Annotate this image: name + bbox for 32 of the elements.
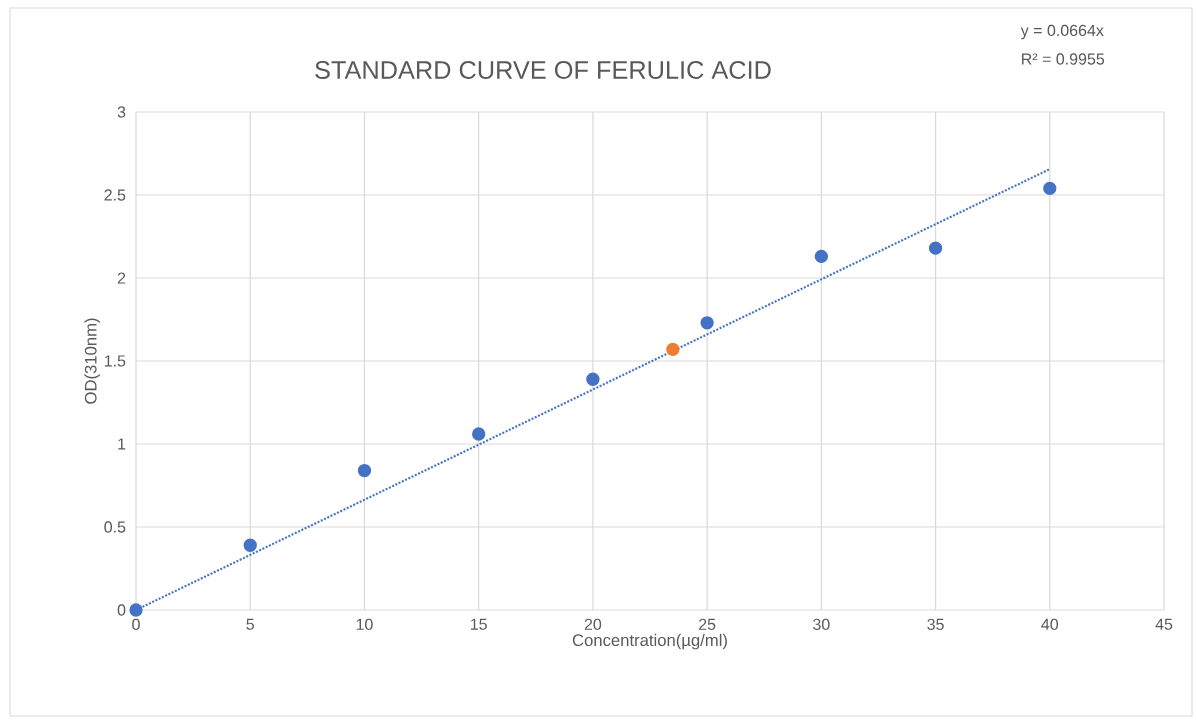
x-axis-title: Concentration(µg/ml) — [572, 633, 727, 650]
point — [586, 372, 600, 386]
y-tick-label: 0.5 — [104, 521, 126, 533]
text: y = 0.0664x — [1020, 24, 1104, 40]
x-tick-label: 30 — [813, 618, 830, 631]
x-tick-label: 5 — [246, 618, 254, 630]
point — [700, 316, 714, 330]
point — [472, 427, 486, 441]
point — [243, 538, 257, 552]
point — [814, 249, 829, 264]
x-tick-label: 40 — [1041, 618, 1059, 631]
y-tick-label: 0 — [117, 604, 126, 616]
point — [666, 342, 680, 357]
point — [1043, 181, 1057, 196]
point — [928, 241, 943, 255]
x-tick-label: 35 — [927, 618, 944, 631]
point — [129, 603, 143, 617]
point — [357, 463, 372, 478]
y-tick-label: 2 — [117, 272, 126, 284]
x-tick-label: 25 — [699, 618, 716, 631]
x-tick-label: 45 — [1155, 618, 1173, 630]
x-tick-label: 0 — [132, 618, 140, 631]
y-tick-label: 3 — [117, 106, 126, 118]
x-tick-label: 15 — [470, 618, 487, 630]
y-tick-label: 2.5 — [104, 189, 126, 201]
x-tick-label: 20 — [584, 618, 602, 631]
chart-title: STANDARD CURVE OF FERULIC ACID — [315, 61, 771, 79]
y-axis-title: OD(310nm) — [84, 318, 100, 404]
y-tick-label: 1.5 — [104, 355, 126, 367]
x-tick-label: 10 — [356, 618, 373, 631]
text: R² = 0.9955 — [1022, 53, 1105, 65]
y-tick-label: 1 — [118, 438, 126, 450]
